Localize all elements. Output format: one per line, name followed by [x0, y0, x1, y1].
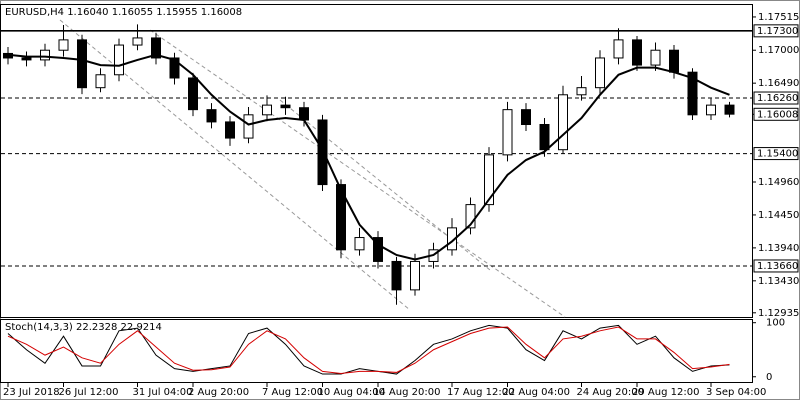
- candle-body: [465, 204, 476, 229]
- candle-body: [521, 109, 531, 126]
- candle-body: [373, 237, 383, 262]
- candle-body: [632, 39, 642, 66]
- channel-line: [149, 29, 566, 318]
- level-label: 1.15400: [757, 149, 798, 160]
- candle-body: [706, 104, 716, 116]
- candle-body: [262, 104, 272, 116]
- y-tick-label: 1.12935: [758, 308, 799, 319]
- candle-body: [169, 57, 180, 79]
- candle-body: [650, 49, 661, 66]
- price-panel: [0, 4, 753, 318]
- candle-body: [613, 39, 624, 59]
- y-tick-label: 0: [766, 372, 772, 383]
- candle-body: [132, 37, 143, 46]
- candle-body: [206, 109, 217, 123]
- y-tick-label: 1.13430: [758, 276, 799, 287]
- y-tick-label: 1.17515: [758, 12, 799, 23]
- candle-body: [484, 154, 494, 206]
- x-tick-label: 14 Aug 20:00: [373, 387, 440, 398]
- candle-body: [391, 260, 402, 291]
- candle-body: [410, 260, 420, 291]
- candle-body: [317, 119, 328, 186]
- candle-body: [225, 121, 235, 139]
- x-tick-label: 26 Jul 12:00: [59, 387, 119, 398]
- candle-body: [354, 237, 365, 251]
- x-tick-label: 3 Sep 04:00: [706, 387, 766, 398]
- x-tick-label: 31 Jul 04:00: [133, 387, 193, 398]
- x-tick-label: 10 Aug 04:00: [318, 387, 385, 398]
- candle-body: [280, 104, 291, 109]
- candle-body: [724, 104, 735, 115]
- candle-body: [21, 57, 32, 61]
- candle-body: [114, 44, 124, 76]
- x-tick-label: 23 Jul 2018: [3, 387, 60, 398]
- candle-body: [151, 37, 161, 59]
- last-price-label: 1.16008: [757, 109, 798, 120]
- x-tick-label: 2 Aug 20:00: [188, 387, 249, 398]
- level-label: 1.17300: [757, 26, 798, 37]
- candle-body: [188, 77, 198, 111]
- x-tick-label: 29 Aug 12:00: [632, 387, 699, 398]
- last-price-box: [753, 107, 799, 121]
- moving-average: [7, 53, 730, 261]
- level-box: [753, 91, 799, 105]
- y-tick-label: 1.17000: [758, 45, 799, 56]
- candle-body: [576, 87, 587, 96]
- candle-body: [502, 109, 513, 156]
- y-tick-label: 100: [766, 318, 785, 329]
- level-label: 1.13660: [757, 261, 798, 272]
- stoch-panel: [0, 319, 753, 383]
- y-tick-label: 1.14450: [758, 210, 799, 221]
- candle-body: [558, 94, 568, 151]
- y-tick-label: 1.13940: [758, 243, 799, 254]
- candle-body: [40, 49, 50, 61]
- candle-body: [336, 184, 346, 251]
- level-box: [753, 259, 799, 273]
- stoch-line: [7, 326, 730, 375]
- level-box: [753, 147, 799, 161]
- level-box: [753, 24, 799, 38]
- x-tick-label: 7 Aug 12:00: [262, 387, 323, 398]
- y-tick-label: 1.14960: [758, 177, 799, 188]
- stoch-title: Stoch(14,3,3) 22.2328 22.9214: [5, 322, 162, 333]
- candle-body: [299, 107, 309, 121]
- chart-title: EURUSD,H4 1.16040 1.16055 1.15955 1.1600…: [5, 7, 242, 18]
- candle-body: [447, 227, 457, 251]
- candle-body: [77, 39, 87, 89]
- candle-body: [669, 49, 679, 73]
- candle-body: [595, 57, 605, 89]
- channel-line: [59, 19, 411, 311]
- y-tick-label: 1.16490: [758, 78, 799, 89]
- stoch-line: [7, 324, 730, 375]
- candle-body: [539, 124, 550, 151]
- candle-body: [58, 39, 69, 51]
- x-tick-label: 24 Aug 20:00: [577, 387, 644, 398]
- x-tick-label: 17 Aug 12:00: [447, 387, 514, 398]
- candle-body: [95, 74, 106, 89]
- candle-body: [687, 71, 698, 116]
- x-tick-label: 22 Aug 04:00: [503, 387, 570, 398]
- candle-body: [243, 114, 254, 139]
- level-label: 1.16260: [757, 93, 798, 104]
